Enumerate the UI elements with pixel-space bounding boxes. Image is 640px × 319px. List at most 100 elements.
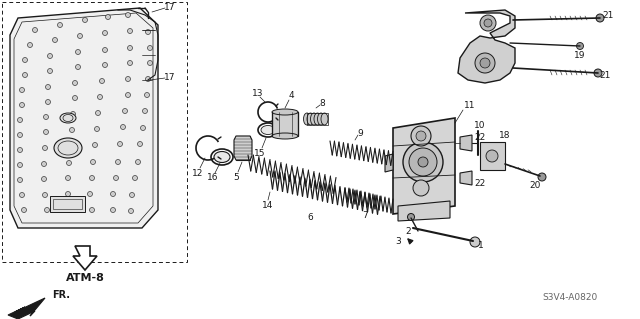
Circle shape: [58, 23, 63, 27]
Text: 14: 14: [262, 201, 274, 210]
Ellipse shape: [261, 125, 275, 135]
Circle shape: [28, 42, 33, 48]
Text: 16: 16: [207, 174, 219, 182]
Circle shape: [102, 48, 108, 53]
Text: 2: 2: [405, 226, 411, 235]
Ellipse shape: [214, 152, 230, 162]
Circle shape: [72, 95, 77, 100]
Circle shape: [132, 175, 138, 181]
Circle shape: [44, 115, 49, 120]
Ellipse shape: [321, 113, 328, 125]
Ellipse shape: [307, 113, 314, 125]
Circle shape: [42, 176, 47, 182]
Ellipse shape: [310, 113, 317, 125]
Polygon shape: [398, 201, 450, 221]
Text: 18: 18: [499, 131, 511, 140]
Circle shape: [52, 38, 58, 42]
Circle shape: [83, 18, 88, 23]
Circle shape: [67, 160, 72, 166]
Circle shape: [95, 127, 99, 131]
Bar: [50, 196, 85, 212]
Circle shape: [97, 94, 102, 100]
Circle shape: [125, 93, 131, 98]
Ellipse shape: [60, 113, 76, 123]
Circle shape: [118, 142, 122, 146]
Circle shape: [577, 42, 584, 49]
Circle shape: [111, 191, 115, 197]
Circle shape: [42, 145, 47, 151]
Circle shape: [47, 69, 52, 73]
Polygon shape: [458, 10, 515, 83]
Text: ATM-8: ATM-8: [65, 273, 104, 283]
Circle shape: [93, 143, 97, 147]
Circle shape: [102, 63, 108, 68]
Text: 10: 10: [474, 121, 486, 130]
Circle shape: [141, 125, 145, 130]
Text: 9: 9: [357, 129, 363, 137]
Circle shape: [145, 29, 150, 34]
Text: 11: 11: [464, 101, 476, 110]
Polygon shape: [393, 118, 455, 214]
Circle shape: [45, 85, 51, 90]
Circle shape: [76, 64, 81, 70]
Circle shape: [486, 150, 498, 162]
Circle shape: [120, 124, 125, 130]
Text: S3V4-A0820: S3V4-A0820: [542, 293, 598, 302]
Text: FR.: FR.: [52, 290, 70, 300]
Circle shape: [143, 108, 147, 114]
Circle shape: [409, 148, 437, 176]
Circle shape: [122, 108, 127, 114]
Circle shape: [65, 191, 70, 197]
Circle shape: [136, 160, 141, 165]
Polygon shape: [480, 142, 505, 170]
Circle shape: [113, 175, 118, 181]
Circle shape: [145, 93, 150, 98]
Text: 5: 5: [233, 173, 239, 182]
Circle shape: [594, 69, 602, 77]
Circle shape: [138, 142, 143, 146]
Text: 1: 1: [478, 241, 484, 250]
Circle shape: [17, 132, 22, 137]
Circle shape: [596, 14, 604, 22]
Bar: [53, 199, 82, 209]
Text: 19: 19: [574, 51, 586, 61]
Text: 7: 7: [362, 211, 368, 219]
Circle shape: [127, 46, 132, 50]
Circle shape: [147, 46, 152, 50]
Circle shape: [47, 54, 52, 58]
Circle shape: [90, 175, 95, 181]
Ellipse shape: [272, 109, 298, 115]
Circle shape: [42, 161, 47, 167]
Circle shape: [76, 49, 81, 55]
Text: 12: 12: [192, 168, 204, 177]
Polygon shape: [460, 135, 472, 151]
Circle shape: [408, 213, 415, 220]
Circle shape: [95, 110, 100, 115]
Circle shape: [129, 209, 134, 213]
Circle shape: [470, 237, 480, 247]
Circle shape: [45, 207, 49, 212]
Circle shape: [72, 80, 77, 85]
Circle shape: [90, 207, 95, 212]
Circle shape: [416, 131, 426, 141]
Circle shape: [106, 14, 111, 19]
Circle shape: [145, 77, 150, 81]
Circle shape: [125, 77, 131, 81]
Ellipse shape: [272, 133, 298, 139]
Circle shape: [19, 102, 24, 108]
Ellipse shape: [314, 113, 321, 125]
Circle shape: [484, 19, 492, 27]
Polygon shape: [234, 136, 252, 160]
Circle shape: [413, 180, 429, 196]
Text: 17: 17: [164, 72, 176, 81]
Circle shape: [475, 53, 495, 73]
Circle shape: [480, 15, 496, 31]
Circle shape: [102, 31, 108, 35]
Circle shape: [538, 173, 546, 181]
Circle shape: [22, 72, 28, 78]
Ellipse shape: [317, 113, 324, 125]
Circle shape: [418, 157, 428, 167]
Circle shape: [65, 175, 70, 181]
Circle shape: [125, 12, 131, 18]
Text: 13: 13: [252, 88, 264, 98]
